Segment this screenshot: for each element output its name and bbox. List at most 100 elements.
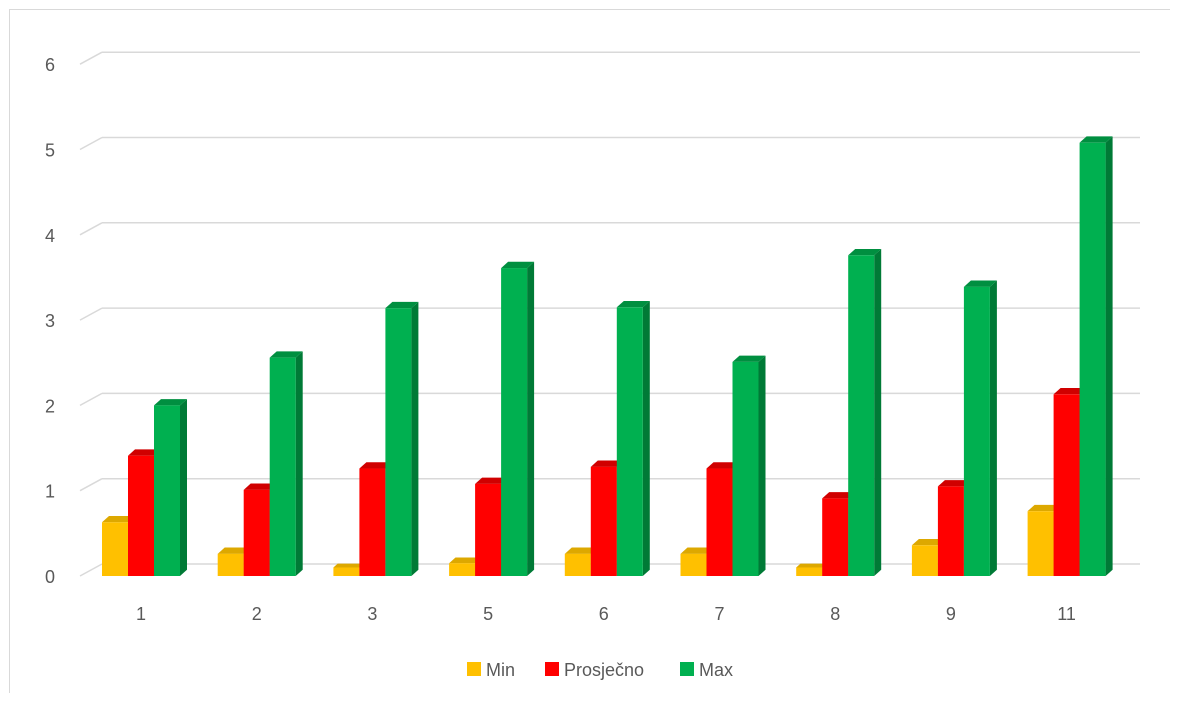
bar-front — [796, 567, 823, 576]
bar-side — [1105, 136, 1113, 576]
y-tick-label: 0 — [45, 567, 55, 587]
bar-top — [590, 460, 624, 467]
y-tick-label: 2 — [45, 396, 55, 416]
bar-side — [874, 248, 882, 577]
bar — [616, 301, 650, 576]
bar-top — [680, 547, 714, 554]
bar-side — [642, 301, 650, 576]
bar-front — [217, 553, 244, 576]
bar-front — [449, 563, 476, 576]
bar-top — [128, 449, 161, 456]
legend-label: Max — [699, 660, 733, 680]
bar-top — [154, 399, 187, 406]
gridline-depth — [79, 136, 103, 151]
bar-top — [1053, 388, 1087, 395]
bar-top — [822, 492, 856, 499]
bar-top — [1079, 136, 1113, 143]
bar-top — [475, 477, 509, 484]
bar-top — [732, 355, 766, 362]
bar-front — [102, 522, 128, 576]
legend-label: Min — [486, 660, 515, 680]
bar-top — [796, 563, 827, 568]
bar-top — [706, 462, 740, 469]
bar-top — [102, 515, 135, 523]
legend-label: Prosječno — [564, 660, 644, 680]
legend-swatch — [467, 662, 481, 676]
x-tick-label: 8 — [830, 604, 840, 624]
bar-side — [295, 351, 303, 576]
bar-front — [243, 489, 270, 576]
gridline-depth — [79, 222, 103, 236]
bar-side — [180, 399, 187, 576]
x-tick-label: 3 — [367, 604, 377, 624]
bar — [154, 399, 187, 576]
bar-front — [616, 307, 643, 576]
bar-top — [449, 557, 482, 564]
bar-top — [243, 483, 277, 490]
bar-front — [680, 553, 707, 576]
bar-front — [359, 468, 386, 576]
bar-front — [475, 483, 502, 576]
bar-side — [527, 261, 535, 576]
bar-top — [385, 301, 419, 309]
bar-top — [963, 280, 997, 287]
bar-top — [937, 480, 971, 487]
bar-front — [333, 567, 360, 576]
bar-front — [501, 268, 528, 576]
y-tick-label: 1 — [45, 482, 55, 502]
bar-front — [590, 466, 617, 576]
bar-front — [1079, 142, 1106, 576]
bar-front — [822, 498, 849, 576]
y-tick-label: 5 — [45, 141, 55, 161]
legend: Min Prosječno Max — [467, 660, 733, 680]
bar-top — [911, 538, 945, 546]
legend-swatch — [545, 662, 559, 676]
bar — [269, 351, 303, 576]
x-tick-label: 11 — [1057, 604, 1076, 624]
x-tick-label: 5 — [483, 604, 493, 624]
x-tick-label: 9 — [946, 604, 956, 624]
bar-top — [269, 351, 303, 358]
bar — [501, 261, 535, 576]
bar — [333, 563, 364, 576]
bar-front — [1053, 394, 1080, 576]
y-tick-label: 4 — [45, 226, 55, 246]
y-tick-label: 6 — [45, 55, 55, 75]
legend-item: Prosječno — [545, 660, 644, 680]
x-axis-tick-labels: 1 2 3 5 6 7 8 9 11 — [136, 604, 1076, 624]
bar-front — [848, 255, 875, 576]
bar-side — [411, 301, 419, 576]
bar-front — [911, 545, 938, 576]
bar-front — [128, 455, 154, 576]
y-axis-tick-labels: 0 1 2 3 4 5 6 — [45, 55, 55, 587]
bar-top — [1027, 504, 1061, 512]
bar — [1079, 136, 1113, 576]
bar-top — [848, 248, 882, 256]
bar-front — [706, 468, 733, 576]
bar — [848, 248, 882, 577]
bar-top — [616, 301, 650, 308]
gridline-depth — [79, 392, 103, 407]
bar-front — [564, 553, 591, 576]
bar-side — [989, 280, 997, 576]
bar-front — [385, 308, 412, 576]
bar-top — [564, 547, 598, 554]
bar-front — [937, 486, 964, 576]
bar — [963, 280, 997, 576]
bar — [796, 563, 827, 576]
x-tick-label: 2 — [252, 604, 262, 624]
gridline-depth — [79, 307, 103, 321]
x-tick-label: 1 — [136, 604, 146, 624]
x-tick-label: 7 — [714, 604, 724, 624]
bar-side — [758, 355, 766, 576]
bar-front — [1027, 511, 1054, 576]
bar — [385, 301, 419, 576]
legend-item: Max — [680, 660, 733, 680]
bar-top — [501, 261, 535, 269]
gridline-depth — [79, 563, 103, 577]
x-tick-label: 6 — [599, 604, 609, 624]
chart-frame — [9, 9, 1170, 693]
bar-front — [963, 286, 990, 576]
bar-top — [333, 563, 364, 568]
